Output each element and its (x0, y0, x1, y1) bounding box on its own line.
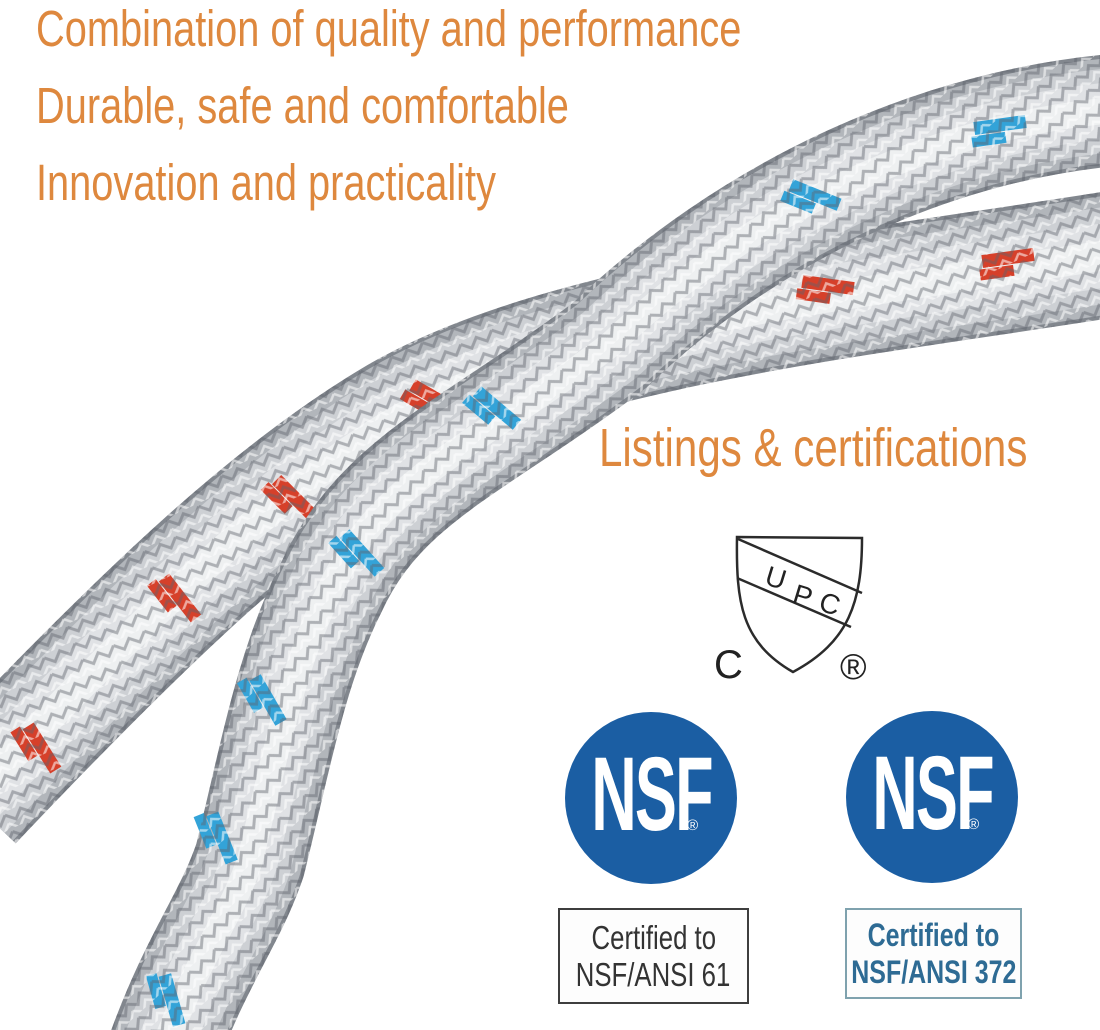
headline-innovation-text: Innovation and practicality (36, 154, 496, 211)
cert372-line2: NSF/ANSI 372 (850, 953, 1017, 990)
section-title-text: Listings & certifications (599, 418, 1028, 478)
headline-quality-text: Combination of quality and performance (36, 0, 742, 57)
cert372-line1: Certified to (867, 916, 1000, 953)
nsf-logo-left: NSF ® (565, 712, 737, 884)
upc-letter-p: P (789, 578, 816, 613)
shield-band-upper-line (737, 537, 863, 595)
headline-innovation: Innovation and practicality (36, 157, 626, 208)
upc-c-prefix: C (714, 643, 743, 687)
cert61-line2: NSF/ANSI 61 (576, 956, 731, 993)
section-title: Listings & certifications (599, 421, 1100, 475)
upc-shield-mark: U P C C ® (714, 535, 867, 687)
braided-hose-front (151, 108, 1100, 1030)
nsf-logo-right: NSF ® (846, 711, 1018, 883)
headline-durable: Durable, safe and comfortable (36, 80, 719, 131)
nsf-registered-icon: ® (687, 816, 699, 834)
cert-box-nsf61: Certified to NSF/ANSI 61 (558, 908, 749, 1004)
nsf-logo-left-text: NSF (590, 735, 713, 853)
nsf-registered-icon: ® (968, 815, 980, 833)
cert-box-nsf372: Certified to NSF/ANSI 372 (845, 908, 1022, 999)
cert61-line1: Certified to (591, 919, 716, 956)
upc-letter-c: C (816, 586, 844, 622)
headline-quality: Combination of quality and performance (36, 3, 940, 54)
headline-durable-text: Durable, safe and comfortable (36, 77, 569, 134)
nsf-logo-right-text: NSF (871, 734, 994, 852)
shield-band-lower-line (736, 576, 852, 629)
registered-trademark-icon: ® (840, 646, 867, 687)
shield-outline-icon (735, 535, 864, 674)
upc-letter-u: U (762, 560, 790, 596)
